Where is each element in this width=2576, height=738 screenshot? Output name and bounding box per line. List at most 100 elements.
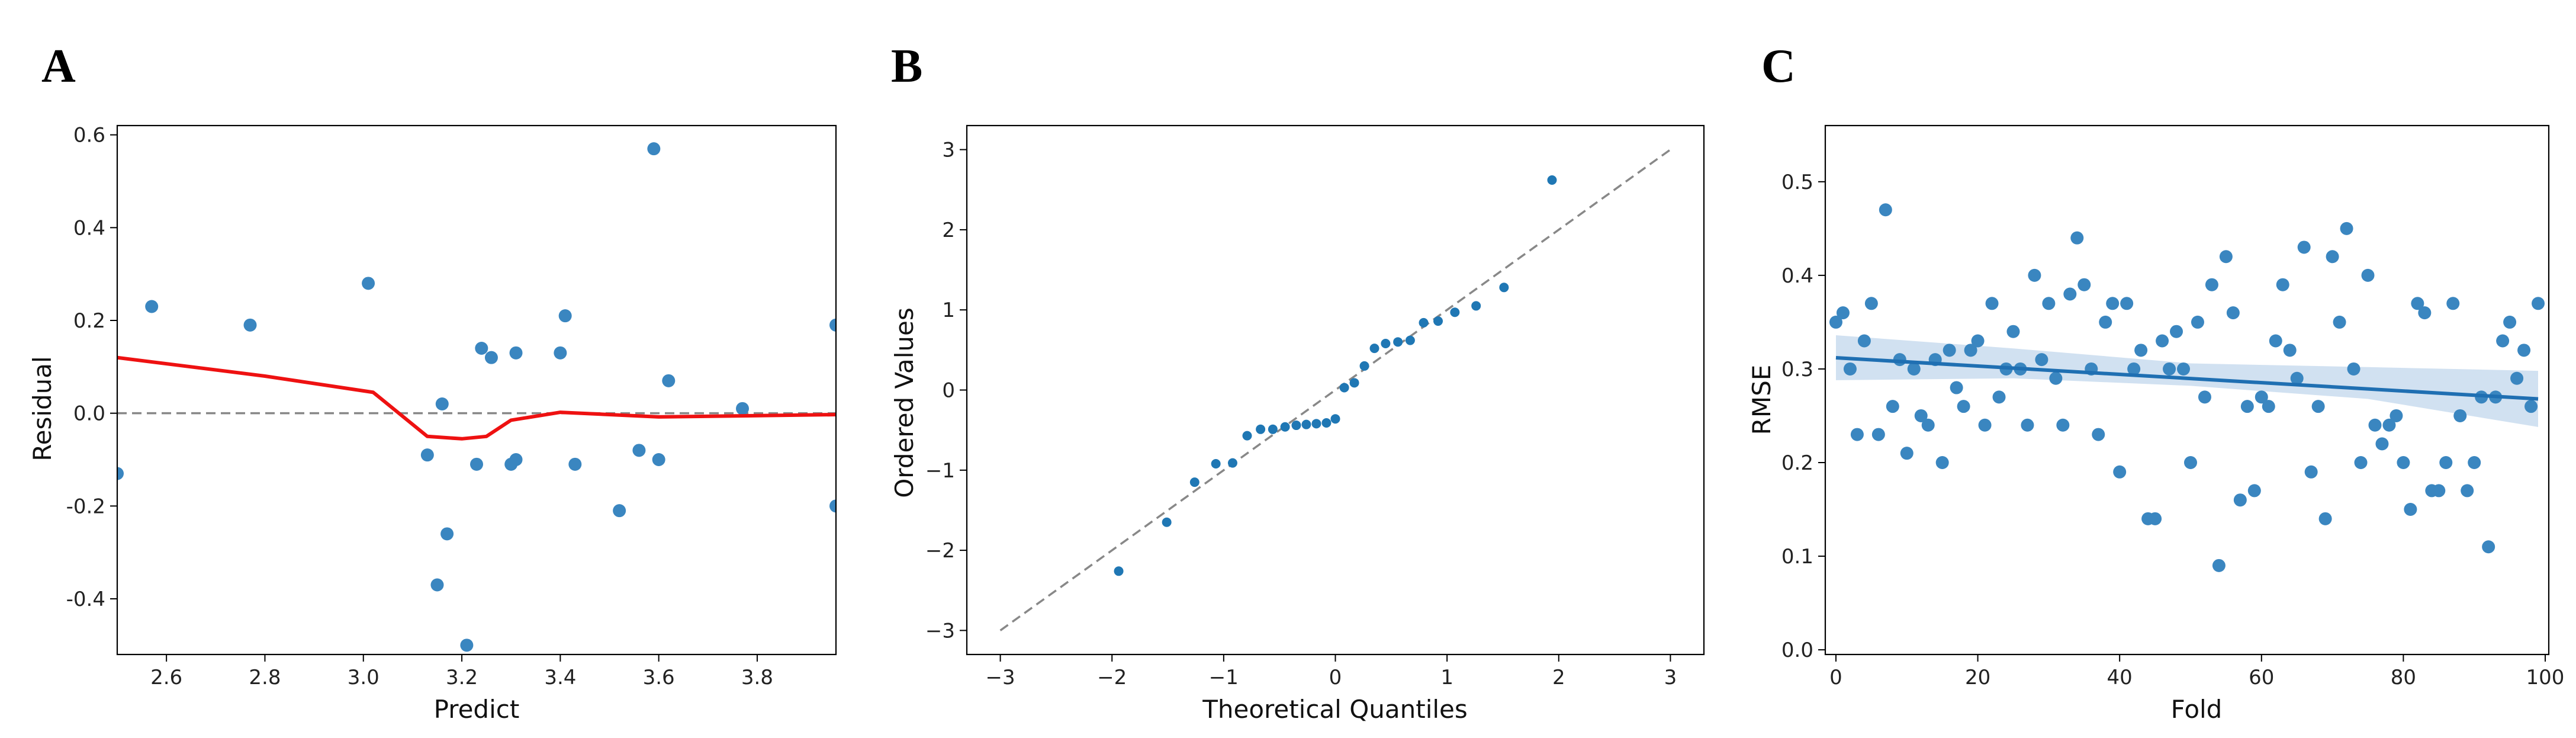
x-tick-label: 60 bbox=[2249, 666, 2274, 689]
rmse-point bbox=[2156, 334, 2169, 348]
rmse-point bbox=[2290, 371, 2304, 385]
rmse-point bbox=[2127, 362, 2141, 376]
rmse-point bbox=[1950, 381, 1963, 394]
rmse-point bbox=[2333, 315, 2346, 329]
qq-point bbox=[1369, 344, 1379, 354]
y-tick-label: -0.4 bbox=[66, 588, 105, 611]
rmse-point bbox=[2326, 250, 2339, 264]
qq-point bbox=[1311, 419, 1321, 429]
rmse-point bbox=[1836, 306, 1850, 320]
rmse-point bbox=[2318, 512, 2332, 525]
qq-reference-line bbox=[999, 149, 1671, 631]
qq-plot: −3 −2 −1 0 1 2 3 −3 −2 −1 0 1 2 3 bbox=[925, 124, 1705, 689]
panel-letter-b: B bbox=[891, 40, 922, 92]
confidence-band bbox=[1836, 335, 2538, 427]
x-tick-label: 80 bbox=[2391, 666, 2416, 689]
qq-point bbox=[1393, 337, 1403, 347]
x-tick-label: 3.6 bbox=[643, 666, 675, 689]
rmse-point bbox=[1964, 344, 1977, 357]
rmse-point bbox=[2404, 503, 2417, 516]
rmse-point bbox=[1850, 428, 1864, 441]
rmse-point bbox=[2311, 400, 2325, 413]
y-tick-label: −1 bbox=[925, 459, 955, 483]
x-tick-label: −3 bbox=[986, 666, 1015, 689]
rmse-point bbox=[2340, 222, 2353, 235]
residual-point bbox=[435, 397, 449, 410]
qq-point bbox=[1321, 418, 1332, 428]
rmse-point bbox=[2354, 455, 2368, 469]
rmse-point bbox=[1879, 203, 1892, 217]
residual-point bbox=[117, 467, 124, 480]
rmse-point bbox=[2283, 344, 2297, 357]
rmse-point bbox=[2510, 371, 2524, 385]
residual-point bbox=[470, 457, 483, 471]
rmse-point bbox=[2247, 484, 2261, 498]
residual-point bbox=[736, 402, 750, 415]
y-tick-label: 0.4 bbox=[1781, 264, 1813, 288]
residual-point bbox=[509, 346, 523, 360]
x-tick-label: 3.0 bbox=[348, 666, 380, 689]
y-tick-label: 2 bbox=[942, 219, 955, 242]
y-tick-label: 1 bbox=[942, 299, 955, 322]
y-axis-label-c: RMSE bbox=[1747, 365, 1776, 435]
x-tick-label: 3.2 bbox=[446, 666, 478, 689]
x-tick-label: 100 bbox=[2526, 666, 2565, 689]
x-axis-label-c: Fold bbox=[2171, 695, 2223, 724]
rmse-point bbox=[2198, 390, 2211, 404]
residual-point bbox=[460, 638, 474, 652]
qq-point bbox=[1280, 422, 1290, 432]
y-tick-label: -0.2 bbox=[66, 495, 105, 518]
rmse-point bbox=[1829, 315, 1842, 329]
rmse-point bbox=[2035, 353, 2048, 367]
residual-point bbox=[632, 444, 646, 457]
y-tick-label: 0.5 bbox=[1781, 171, 1813, 194]
qq-point bbox=[1471, 301, 1481, 311]
rmse-point bbox=[1971, 334, 1985, 348]
rmse-point bbox=[2077, 278, 2091, 291]
residual-point bbox=[475, 342, 488, 355]
residual-point bbox=[430, 578, 444, 592]
y-tick-label: −2 bbox=[925, 539, 955, 563]
rmse-point bbox=[2226, 306, 2240, 320]
residual-point bbox=[484, 351, 498, 364]
rmse-point bbox=[2042, 297, 2056, 310]
rmse-point bbox=[2446, 297, 2460, 310]
qq-point bbox=[1162, 517, 1172, 527]
residual-point bbox=[420, 448, 434, 462]
qq-point bbox=[1189, 477, 1199, 487]
rmse-point bbox=[2269, 334, 2282, 348]
residual-point bbox=[652, 453, 665, 466]
y-tick-label: 3 bbox=[942, 139, 955, 162]
panel-letter-c: C bbox=[1761, 40, 1796, 92]
rmse-point bbox=[2163, 362, 2176, 376]
y-tick-label: 0.4 bbox=[73, 216, 105, 240]
rmse-point bbox=[2375, 437, 2389, 451]
rmse-point bbox=[2006, 325, 2020, 338]
x-tick-label: 20 bbox=[1965, 666, 1990, 689]
rmse-point bbox=[2496, 334, 2510, 348]
rmse-point bbox=[2439, 455, 2453, 469]
rmse-point bbox=[1957, 400, 1970, 413]
rmse-point bbox=[1864, 297, 1878, 310]
rmse-point bbox=[2468, 455, 2481, 469]
residual-point bbox=[145, 300, 159, 313]
rmse-point bbox=[2262, 400, 2275, 413]
rmse-point bbox=[2304, 465, 2318, 479]
rmse-point bbox=[2177, 362, 2191, 376]
residual-point bbox=[613, 504, 626, 518]
rmse-point bbox=[1857, 334, 1871, 348]
rmse-point bbox=[2070, 231, 2084, 245]
y-axis-label-b: Ordered Values bbox=[890, 307, 919, 498]
qq-point bbox=[1547, 175, 1557, 185]
rmse-point bbox=[2532, 297, 2545, 310]
rmse-by-fold-plot: 0 20 40 60 80 100 0.0 0.1 0.2 0.3 0.4 0.5 bbox=[1781, 124, 2565, 689]
x-tick-label: 2 bbox=[1552, 666, 1565, 689]
x-tick-label: −2 bbox=[1097, 666, 1127, 689]
qq-point bbox=[1242, 431, 1252, 441]
rmse-point bbox=[2149, 512, 2162, 525]
y-tick-label: 0 bbox=[942, 379, 955, 403]
rmse-point bbox=[2255, 390, 2268, 404]
qq-point bbox=[1330, 414, 1340, 424]
rmse-point bbox=[2212, 559, 2226, 572]
